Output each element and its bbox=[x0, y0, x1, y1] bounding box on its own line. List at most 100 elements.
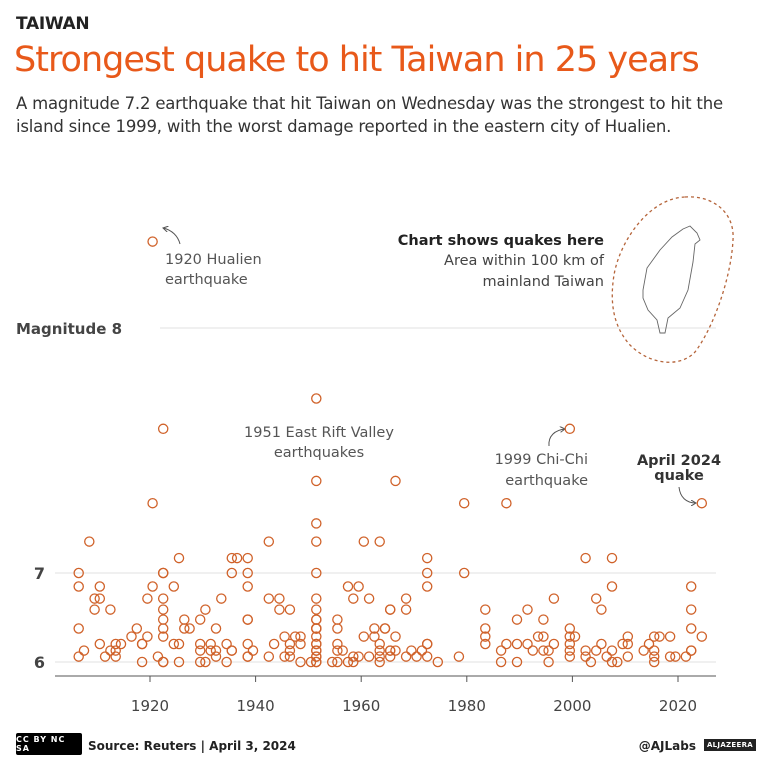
quake-point bbox=[596, 638, 607, 650]
quake-point bbox=[221, 638, 232, 650]
quake-point bbox=[480, 604, 491, 615]
quake-point bbox=[648, 645, 660, 656]
quake-point bbox=[311, 593, 322, 604]
quake-point bbox=[480, 638, 491, 650]
quake-point bbox=[353, 581, 364, 592]
quake-point bbox=[94, 593, 106, 604]
quake-point bbox=[73, 623, 84, 634]
quake-point bbox=[242, 567, 253, 579]
quake-point bbox=[384, 604, 396, 615]
y-tick-label: 7 bbox=[34, 564, 45, 583]
inset-100km-outline bbox=[611, 196, 734, 363]
quake-point bbox=[205, 638, 216, 650]
quake-point bbox=[152, 651, 164, 662]
quake-point bbox=[295, 638, 306, 650]
annotation-1951-rift-2: earthquakes bbox=[274, 445, 364, 461]
quake-point bbox=[384, 651, 396, 662]
annotation-1999-chichi-2: earthquake bbox=[505, 473, 588, 489]
annotation-april-2024: April 2024 bbox=[637, 453, 721, 469]
quake-point bbox=[374, 651, 385, 662]
quake-point bbox=[110, 651, 121, 662]
quake-point bbox=[421, 567, 433, 579]
quake-point bbox=[142, 593, 153, 604]
quake-point bbox=[157, 656, 169, 668]
quake-point bbox=[538, 631, 549, 642]
annotation-1951-rift: 1951 East Rift Valley bbox=[244, 425, 394, 441]
quake-point bbox=[284, 638, 296, 650]
quake-point bbox=[458, 497, 470, 509]
quake-point bbox=[194, 638, 206, 650]
quake-point bbox=[226, 567, 238, 579]
quake-point bbox=[543, 656, 554, 668]
page-title: Strongest quake to hit Taiwan in 25 year… bbox=[14, 40, 700, 80]
quake-point bbox=[590, 593, 602, 604]
quake-point bbox=[384, 645, 396, 656]
inset-title: Chart shows quakes here bbox=[398, 233, 604, 249]
quake-point bbox=[311, 518, 322, 529]
gridlines bbox=[55, 327, 716, 663]
quake-point bbox=[115, 638, 127, 650]
quake-point bbox=[126, 631, 137, 642]
quake-point bbox=[311, 631, 322, 642]
x-tick-label: 1920 bbox=[131, 697, 169, 715]
quake-point bbox=[501, 497, 512, 509]
cc-license-icon: CC BY NC SA bbox=[16, 733, 82, 755]
quake-point bbox=[337, 645, 348, 656]
quake-point bbox=[311, 645, 322, 656]
quake-point bbox=[374, 638, 385, 650]
quake-point bbox=[157, 623, 169, 634]
quake-point bbox=[421, 638, 433, 650]
annotation-1999-chichi: 1999 Chi-Chi bbox=[495, 452, 588, 468]
quake-point bbox=[617, 638, 628, 650]
quake-point bbox=[622, 651, 634, 662]
quake-point bbox=[242, 552, 253, 564]
footer: CC BY NC SA Source: Reuters | April 3, 2… bbox=[16, 733, 756, 759]
quake-point bbox=[105, 604, 116, 615]
quake-point bbox=[569, 631, 581, 642]
quake-point bbox=[289, 631, 301, 642]
quake-point bbox=[110, 645, 121, 656]
quake-point bbox=[511, 656, 523, 668]
quake-point bbox=[342, 581, 354, 592]
quake-point bbox=[696, 631, 708, 642]
quake-point bbox=[458, 567, 470, 579]
quake-point bbox=[274, 604, 285, 615]
quake-point bbox=[348, 651, 359, 662]
quake-point bbox=[136, 638, 148, 650]
quake-point bbox=[210, 645, 222, 656]
quake-point bbox=[648, 651, 660, 662]
quake-point bbox=[495, 645, 507, 656]
quake-point bbox=[284, 604, 296, 615]
quake-point bbox=[358, 536, 370, 547]
quake-point bbox=[173, 552, 185, 564]
quake-point bbox=[522, 638, 533, 650]
quake-point bbox=[274, 593, 285, 604]
ajlabs-handle: @AJLabs bbox=[638, 739, 696, 753]
quake-point bbox=[680, 651, 692, 662]
quake-point bbox=[332, 623, 343, 634]
quake-point bbox=[210, 623, 222, 634]
quake-point bbox=[168, 581, 180, 592]
quake-point bbox=[78, 645, 90, 656]
quake-point bbox=[369, 631, 380, 642]
x-tick-label: 2020 bbox=[659, 697, 697, 715]
quake-point bbox=[511, 638, 523, 650]
quake-point bbox=[670, 651, 681, 662]
quake-point bbox=[654, 631, 665, 642]
quake-point bbox=[564, 631, 576, 642]
quake-point bbox=[527, 645, 539, 656]
quake-point bbox=[400, 604, 412, 615]
quake-point bbox=[411, 651, 422, 662]
quake-point bbox=[432, 656, 444, 668]
quake-point bbox=[643, 638, 655, 650]
quake-point bbox=[648, 656, 660, 668]
quake-point bbox=[332, 656, 343, 668]
quake-point bbox=[363, 651, 375, 662]
quake-point bbox=[242, 651, 253, 662]
quake-point bbox=[480, 623, 491, 634]
quake-point bbox=[194, 645, 206, 656]
quake-point bbox=[311, 638, 322, 650]
quake-point bbox=[585, 656, 597, 668]
quake-point bbox=[105, 645, 116, 656]
quake-point bbox=[416, 645, 428, 656]
